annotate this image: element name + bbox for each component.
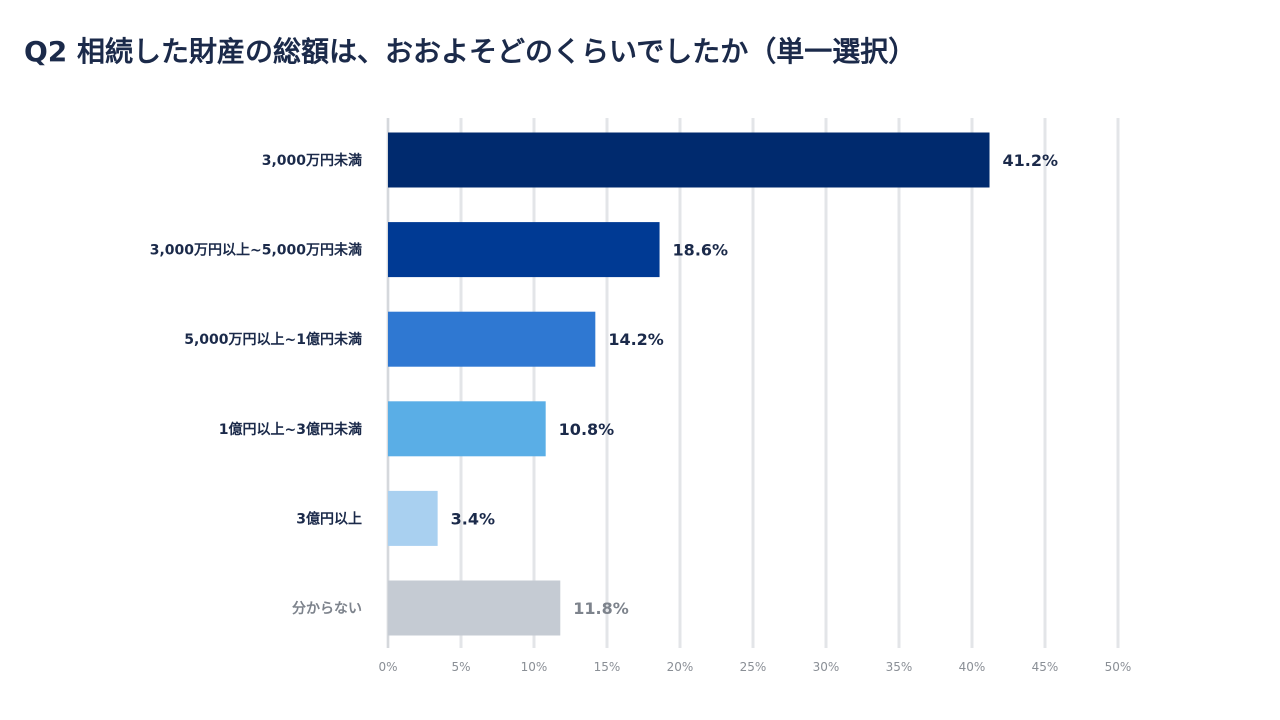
x-tick-label: 5% bbox=[451, 660, 470, 674]
bar bbox=[388, 132, 990, 188]
value-label: 3.4% bbox=[451, 509, 495, 528]
value-label: 10.8% bbox=[559, 420, 615, 439]
x-tick-label: 25% bbox=[740, 660, 767, 674]
x-tick-label: 45% bbox=[1032, 660, 1059, 674]
bars bbox=[388, 132, 990, 636]
x-tick-label: 20% bbox=[667, 660, 694, 674]
category-label: 分からない bbox=[292, 601, 362, 617]
labels: 3,000万円未満 41.2% 3,000万円以上~5,000万円未満 18.6% 5,… bbox=[150, 151, 1058, 618]
gridlines bbox=[386, 118, 1120, 648]
x-tick-label: 35% bbox=[886, 660, 913, 674]
category-label: 1億円以上~3億円未満 bbox=[219, 421, 362, 438]
bar bbox=[388, 580, 561, 636]
x-tick-label: 40% bbox=[959, 660, 986, 674]
value-label: 14.2% bbox=[608, 330, 664, 349]
x-tick-label: 10% bbox=[521, 660, 548, 674]
x-tick-label: 50% bbox=[1105, 660, 1132, 674]
value-label: 11.8% bbox=[573, 599, 629, 618]
value-label: 18.6% bbox=[673, 241, 729, 260]
x-tick-label: 0% bbox=[378, 660, 397, 674]
bar bbox=[388, 311, 596, 367]
x-axis-ticks: 0% 5% 10% 15% 20% 25% 30% 35% 40% 45% 50% bbox=[378, 660, 1131, 674]
category-label: 5,000万円以上~1億円未満 bbox=[184, 331, 362, 348]
category-label: 3,000万円未満 bbox=[262, 152, 362, 169]
value-label: 41.2% bbox=[1003, 151, 1059, 170]
x-tick-label: 30% bbox=[813, 660, 840, 674]
chart-title: Q2 相続した財産の総額は、おおよそどのくらいでしたか（単一選択） bbox=[24, 35, 917, 68]
category-label: 3,000万円以上~5,000万円未満 bbox=[150, 242, 362, 259]
category-label: 3億円以上 bbox=[296, 510, 362, 527]
x-tick-label: 15% bbox=[594, 660, 621, 674]
bar bbox=[388, 401, 546, 457]
bar bbox=[388, 490, 438, 546]
bar bbox=[388, 222, 660, 278]
